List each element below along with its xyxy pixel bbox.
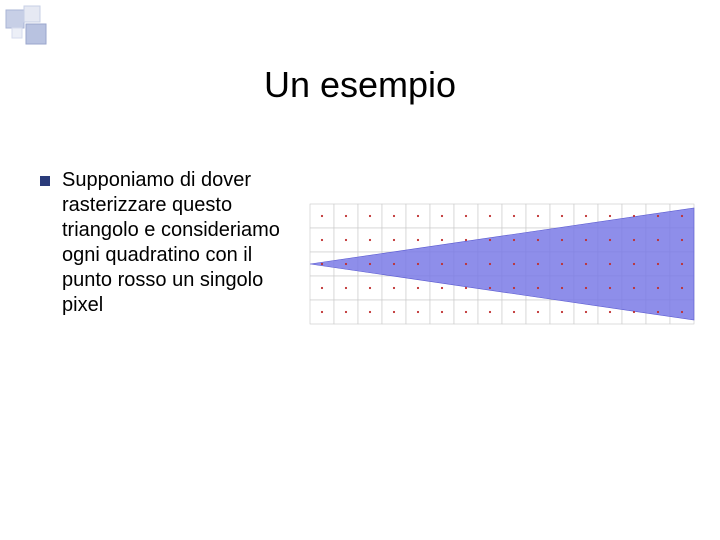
- pixel-center-dot: [537, 263, 539, 265]
- pixel-center-dot: [489, 287, 491, 289]
- deco-square: [24, 6, 40, 22]
- pixel-center-dot: [489, 263, 491, 265]
- pixel-center-dot: [489, 239, 491, 241]
- pixel-center-dot: [393, 263, 395, 265]
- pixel-center-dot: [393, 239, 395, 241]
- deco-square: [6, 10, 24, 28]
- pixel-center-dot: [321, 263, 323, 265]
- slide-title: Un esempio: [0, 64, 720, 106]
- pixel-center-dot: [633, 287, 635, 289]
- pixel-center-dot: [441, 239, 443, 241]
- slide: Un esempio Supponiamo di dover rasterizz…: [0, 0, 720, 540]
- pixel-center-dot: [513, 239, 515, 241]
- pixel-center-dot: [537, 311, 539, 313]
- pixel-center-dot: [369, 311, 371, 313]
- pixel-center-dot: [609, 215, 611, 217]
- pixel-center-dot: [537, 287, 539, 289]
- pixel-center-dot: [609, 239, 611, 241]
- pixel-center-dot: [465, 287, 467, 289]
- pixel-center-dot: [417, 239, 419, 241]
- pixel-center-dot: [681, 239, 683, 241]
- pixel-center-dot: [369, 239, 371, 241]
- pixel-center-dot: [465, 215, 467, 217]
- pixel-center-dot: [585, 239, 587, 241]
- pixel-center-dot: [489, 311, 491, 313]
- pixel-center-dot: [681, 311, 683, 313]
- corner-decoration: [0, 0, 90, 60]
- pixel-center-dot: [657, 263, 659, 265]
- text-column: Supponiamo di dover rasterizzare questo …: [40, 168, 280, 326]
- pixel-center-dot: [537, 215, 539, 217]
- pixel-center-dot: [417, 215, 419, 217]
- pixel-center-dot: [561, 263, 563, 265]
- deco-square: [26, 24, 46, 44]
- pixel-center-dot: [513, 311, 515, 313]
- pixel-center-dot: [561, 311, 563, 313]
- pixel-center-dot: [609, 287, 611, 289]
- pixel-center-dot: [681, 263, 683, 265]
- pixel-center-dot: [633, 239, 635, 241]
- pixel-center-dot: [345, 263, 347, 265]
- pixel-center-dot: [465, 239, 467, 241]
- pixel-center-dot: [609, 311, 611, 313]
- pixel-center-dot: [657, 215, 659, 217]
- pixel-center-dot: [345, 311, 347, 313]
- pixel-center-dot: [585, 311, 587, 313]
- pixel-center-dot: [393, 287, 395, 289]
- pixel-center-dot: [417, 311, 419, 313]
- pixel-center-dot: [465, 263, 467, 265]
- pixel-center-dot: [345, 287, 347, 289]
- pixel-center-dot: [585, 263, 587, 265]
- content-row: Supponiamo di dover rasterizzare questo …: [40, 168, 696, 326]
- pixel-center-dot: [561, 239, 563, 241]
- pixel-center-dot: [657, 287, 659, 289]
- pixel-center-dot: [369, 287, 371, 289]
- pixel-center-dot: [489, 215, 491, 217]
- pixel-center-dot: [609, 263, 611, 265]
- pixel-center-dot: [345, 215, 347, 217]
- pixel-center-dot: [393, 311, 395, 313]
- pixel-center-dot: [321, 287, 323, 289]
- body-text: Supponiamo di dover rasterizzare questo …: [62, 168, 280, 326]
- rasterization-figure: [308, 202, 696, 326]
- pixel-center-dot: [369, 263, 371, 265]
- pixel-center-dot: [393, 215, 395, 217]
- pixel-center-dot: [441, 311, 443, 313]
- pixel-center-dot: [537, 239, 539, 241]
- pixel-center-dot: [513, 215, 515, 217]
- figure-column: [280, 168, 696, 326]
- pixel-center-dot: [345, 239, 347, 241]
- pixel-center-dot: [513, 263, 515, 265]
- pixel-center-dot: [417, 287, 419, 289]
- pixel-center-dot: [465, 311, 467, 313]
- pixel-center-dot: [633, 311, 635, 313]
- pixel-center-dot: [513, 287, 515, 289]
- deco-square: [12, 28, 22, 38]
- pixel-center-dot: [633, 215, 635, 217]
- pixel-center-dot: [561, 215, 563, 217]
- pixel-center-dot: [441, 287, 443, 289]
- pixel-center-dot: [321, 311, 323, 313]
- pixel-center-dot: [441, 215, 443, 217]
- pixel-center-dot: [417, 263, 419, 265]
- pixel-center-dot: [681, 215, 683, 217]
- pixel-center-dot: [369, 215, 371, 217]
- pixel-center-dot: [681, 287, 683, 289]
- pixel-center-dot: [657, 239, 659, 241]
- pixel-center-dot: [441, 263, 443, 265]
- pixel-center-dot: [321, 215, 323, 217]
- pixel-center-dot: [585, 287, 587, 289]
- pixel-center-dot: [561, 287, 563, 289]
- pixel-center-dot: [585, 215, 587, 217]
- pixel-center-dot: [657, 311, 659, 313]
- pixel-center-dot: [633, 263, 635, 265]
- bullet-square-icon: [40, 176, 50, 186]
- pixel-center-dot: [321, 239, 323, 241]
